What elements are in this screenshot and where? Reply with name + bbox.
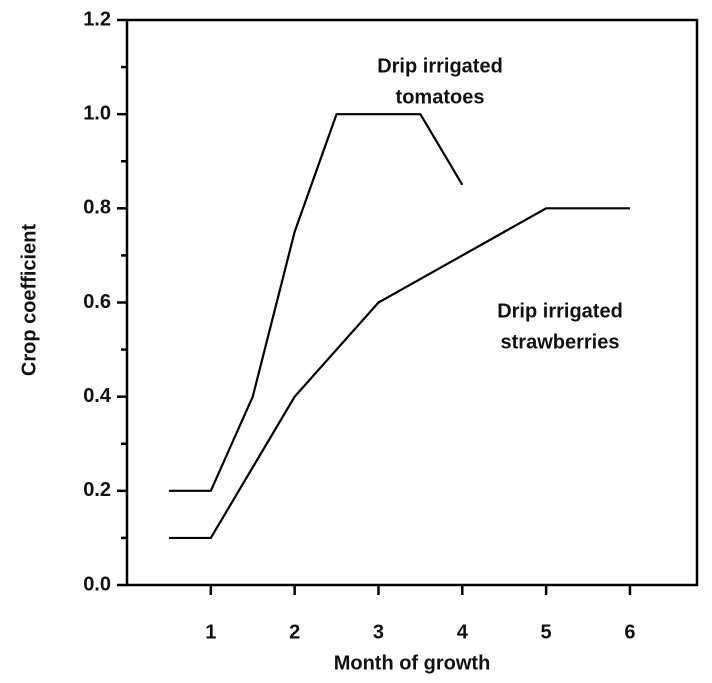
series-label: strawberries — [501, 331, 620, 353]
x-axis-title: Month of growth — [334, 652, 491, 674]
x-tick-label: 4 — [457, 621, 469, 643]
series-line — [168, 207, 630, 540]
y-tick-label: 1.2 — [83, 8, 111, 30]
series-line — [168, 113, 464, 492]
x-tick-label: 2 — [289, 621, 300, 643]
y-axis-title: Crop coefficient — [18, 224, 40, 377]
y-tick-label: 0.0 — [83, 573, 111, 595]
x-tick-label: 3 — [373, 621, 384, 643]
x-tick-label: 5 — [541, 621, 552, 643]
x-tick-label: 1 — [205, 621, 216, 643]
y-tick-label: 0.6 — [83, 291, 111, 313]
series-label: Drip irrigated — [497, 300, 623, 322]
y-tick-label: 1.0 — [83, 102, 111, 124]
y-tick-label: 0.4 — [83, 385, 112, 407]
y-tick-label: 0.8 — [83, 197, 111, 219]
x-tick-label: 6 — [624, 621, 635, 643]
series-label: tomatoes — [396, 86, 485, 108]
y-tick-label: 0.2 — [83, 479, 111, 501]
series-label: Drip irrigated — [377, 55, 503, 77]
